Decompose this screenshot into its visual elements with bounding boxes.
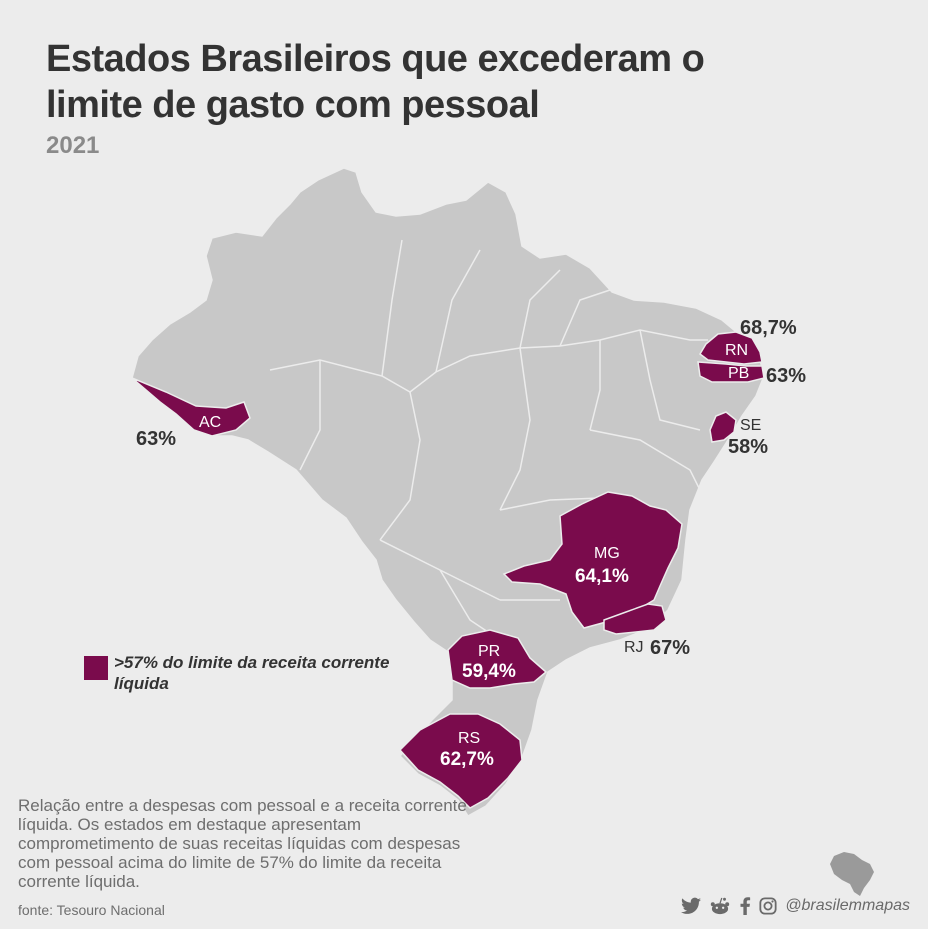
state-rj <box>603 603 667 635</box>
pct-pr: 59,4% <box>462 661 516 682</box>
state-se <box>709 411 737 443</box>
highlighted-states <box>131 331 765 809</box>
social-handle[interactable]: @brasilemmapas <box>785 897 910 914</box>
twitter-icon[interactable] <box>681 897 702 915</box>
reddit-icon[interactable] <box>709 897 731 915</box>
pct-pb: 63% <box>766 365 806 387</box>
state-pr <box>447 629 548 689</box>
label-rn: RN <box>725 342 748 359</box>
label-mg: MG <box>594 545 620 562</box>
state-borders <box>269 239 708 641</box>
social-bar: @brasilemmapas <box>681 894 910 918</box>
brazil-logo-icon <box>830 852 874 896</box>
label-ac: AC <box>199 414 221 431</box>
map-title: Estados Brasileiros que excederam o limi… <box>46 38 705 126</box>
state-rn <box>699 331 763 365</box>
label-pr: PR <box>478 643 500 660</box>
pct-rj: 67% <box>650 637 690 659</box>
instagram-icon[interactable] <box>759 897 777 915</box>
pct-se: 58% <box>728 436 768 458</box>
label-pb: PB <box>728 365 749 382</box>
note-text: Relação entre a despesas com pessoal e a… <box>18 796 467 891</box>
pct-ac: 63% <box>136 428 176 450</box>
facebook-icon[interactable] <box>739 897 751 915</box>
label-rj: RJ <box>624 639 644 656</box>
state-pb <box>697 361 765 383</box>
state-rs <box>398 713 523 809</box>
pct-rs: 62,7% <box>440 749 494 770</box>
source-text: fonte: Tesouro Nacional <box>18 902 165 918</box>
legend-label: >57% do limite da receita corrente líqui… <box>114 653 390 693</box>
legend-swatch <box>84 656 108 680</box>
pct-rn: 68,7% <box>740 317 797 339</box>
state-ac <box>131 377 251 437</box>
label-rs: RS <box>458 730 480 747</box>
map-year: 2021 <box>46 132 100 159</box>
pct-mg: 64,1% <box>575 566 629 587</box>
label-se: SE <box>740 417 761 434</box>
